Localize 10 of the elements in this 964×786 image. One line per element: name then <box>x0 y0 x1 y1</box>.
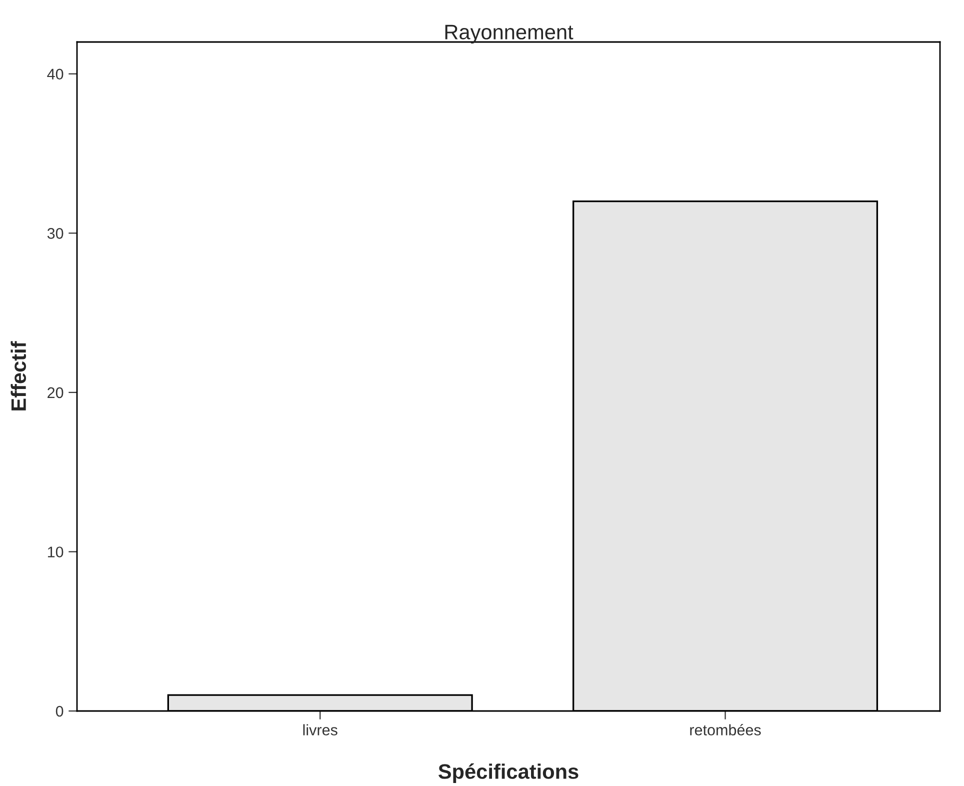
chart-title: Rayonnement <box>445 24 574 44</box>
y-tick-label: 40 <box>47 68 64 80</box>
y-tick-label: 10 <box>48 546 64 558</box>
y-tick-label: 0 <box>56 706 64 717</box>
x-axis-title: Spécifications <box>438 763 578 784</box>
x-tick-label: retombées <box>690 724 761 736</box>
x-tick-label: livres <box>303 724 338 736</box>
y-tick-label: 30 <box>47 228 64 239</box>
y-tick-label: 20 <box>48 387 64 398</box>
y-axis-title: Effectif <box>10 341 26 410</box>
